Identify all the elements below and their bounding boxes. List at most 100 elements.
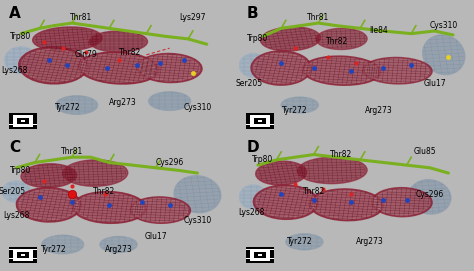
Bar — [17, 261, 21, 263]
Ellipse shape — [281, 97, 319, 113]
Ellipse shape — [19, 190, 79, 220]
Bar — [17, 122, 21, 124]
Text: Ile84: Ile84 — [369, 27, 388, 36]
Bar — [13, 261, 17, 263]
Bar — [21, 118, 25, 120]
Bar — [270, 261, 274, 263]
Bar — [254, 113, 258, 115]
Bar — [262, 120, 266, 122]
Text: Thr81: Thr81 — [70, 13, 92, 22]
Bar — [17, 256, 21, 259]
Bar — [258, 127, 262, 129]
Bar — [270, 122, 274, 124]
Ellipse shape — [316, 28, 367, 50]
Bar — [33, 115, 37, 118]
Bar — [254, 120, 258, 122]
Bar — [21, 247, 25, 249]
Bar — [258, 118, 262, 120]
Ellipse shape — [90, 31, 147, 52]
Bar — [246, 252, 250, 254]
Text: Glu17: Glu17 — [145, 232, 167, 241]
Bar — [21, 113, 25, 115]
Text: Tyr272: Tyr272 — [287, 237, 312, 246]
Bar — [246, 122, 250, 124]
Ellipse shape — [302, 56, 381, 85]
Bar — [29, 247, 33, 249]
Bar — [262, 247, 266, 249]
Text: Gln79: Gln79 — [74, 50, 97, 59]
Bar — [9, 247, 13, 249]
Ellipse shape — [21, 49, 85, 82]
Bar — [254, 122, 258, 124]
Bar — [270, 254, 274, 256]
Bar — [25, 118, 29, 120]
Bar — [33, 118, 37, 120]
Ellipse shape — [409, 180, 451, 214]
Bar — [13, 113, 17, 115]
Bar — [258, 252, 262, 254]
Ellipse shape — [253, 185, 319, 220]
Bar — [246, 120, 250, 122]
Ellipse shape — [363, 57, 432, 84]
Bar — [21, 256, 25, 259]
Bar — [254, 252, 258, 254]
Bar — [33, 252, 37, 254]
Bar — [246, 118, 250, 120]
Bar — [33, 127, 37, 129]
Ellipse shape — [72, 192, 146, 223]
Text: Cys296: Cys296 — [155, 158, 184, 167]
Bar — [246, 254, 250, 256]
Bar — [13, 247, 17, 249]
Bar — [262, 252, 266, 254]
Text: Arg273: Arg273 — [356, 237, 383, 246]
Bar — [33, 256, 37, 259]
Ellipse shape — [239, 185, 267, 209]
Bar — [270, 127, 274, 129]
Bar — [250, 261, 254, 263]
Text: Trp80: Trp80 — [10, 166, 32, 175]
Bar — [9, 256, 13, 259]
Ellipse shape — [137, 53, 202, 83]
Bar — [33, 254, 37, 256]
Bar — [246, 247, 250, 249]
Bar — [21, 127, 25, 129]
Bar — [246, 256, 250, 259]
Bar — [254, 256, 258, 259]
Bar — [29, 113, 33, 115]
Text: Tyr272: Tyr272 — [55, 103, 80, 112]
Bar — [270, 250, 274, 252]
Bar — [33, 259, 37, 261]
Bar — [25, 127, 29, 129]
Bar — [262, 122, 266, 124]
Text: A: A — [9, 6, 21, 21]
Bar — [21, 252, 25, 254]
Text: C: C — [9, 140, 20, 155]
Bar — [262, 127, 266, 129]
Bar — [270, 256, 274, 259]
Bar — [270, 247, 274, 249]
Bar — [246, 125, 250, 127]
Text: Lys268: Lys268 — [1, 66, 27, 75]
Text: Cys310: Cys310 — [429, 21, 458, 30]
Bar — [33, 122, 37, 124]
Bar — [33, 247, 37, 249]
Bar — [258, 261, 262, 263]
Text: Thr82: Thr82 — [119, 48, 141, 57]
Ellipse shape — [374, 189, 430, 215]
Bar — [17, 254, 21, 256]
Bar — [254, 261, 258, 263]
Bar — [33, 113, 37, 115]
Bar — [25, 252, 29, 254]
Text: Thr82: Thr82 — [330, 150, 353, 159]
Text: Trp80: Trp80 — [252, 155, 273, 164]
Bar — [266, 261, 270, 263]
Text: Lys268: Lys268 — [238, 208, 264, 217]
Bar — [25, 261, 29, 263]
Text: Arg273: Arg273 — [109, 98, 137, 107]
Bar — [250, 247, 254, 249]
Bar — [258, 247, 262, 249]
Text: Arg273: Arg273 — [365, 106, 392, 115]
Bar — [25, 120, 29, 122]
Text: Cys310: Cys310 — [183, 216, 211, 225]
Ellipse shape — [133, 198, 188, 222]
